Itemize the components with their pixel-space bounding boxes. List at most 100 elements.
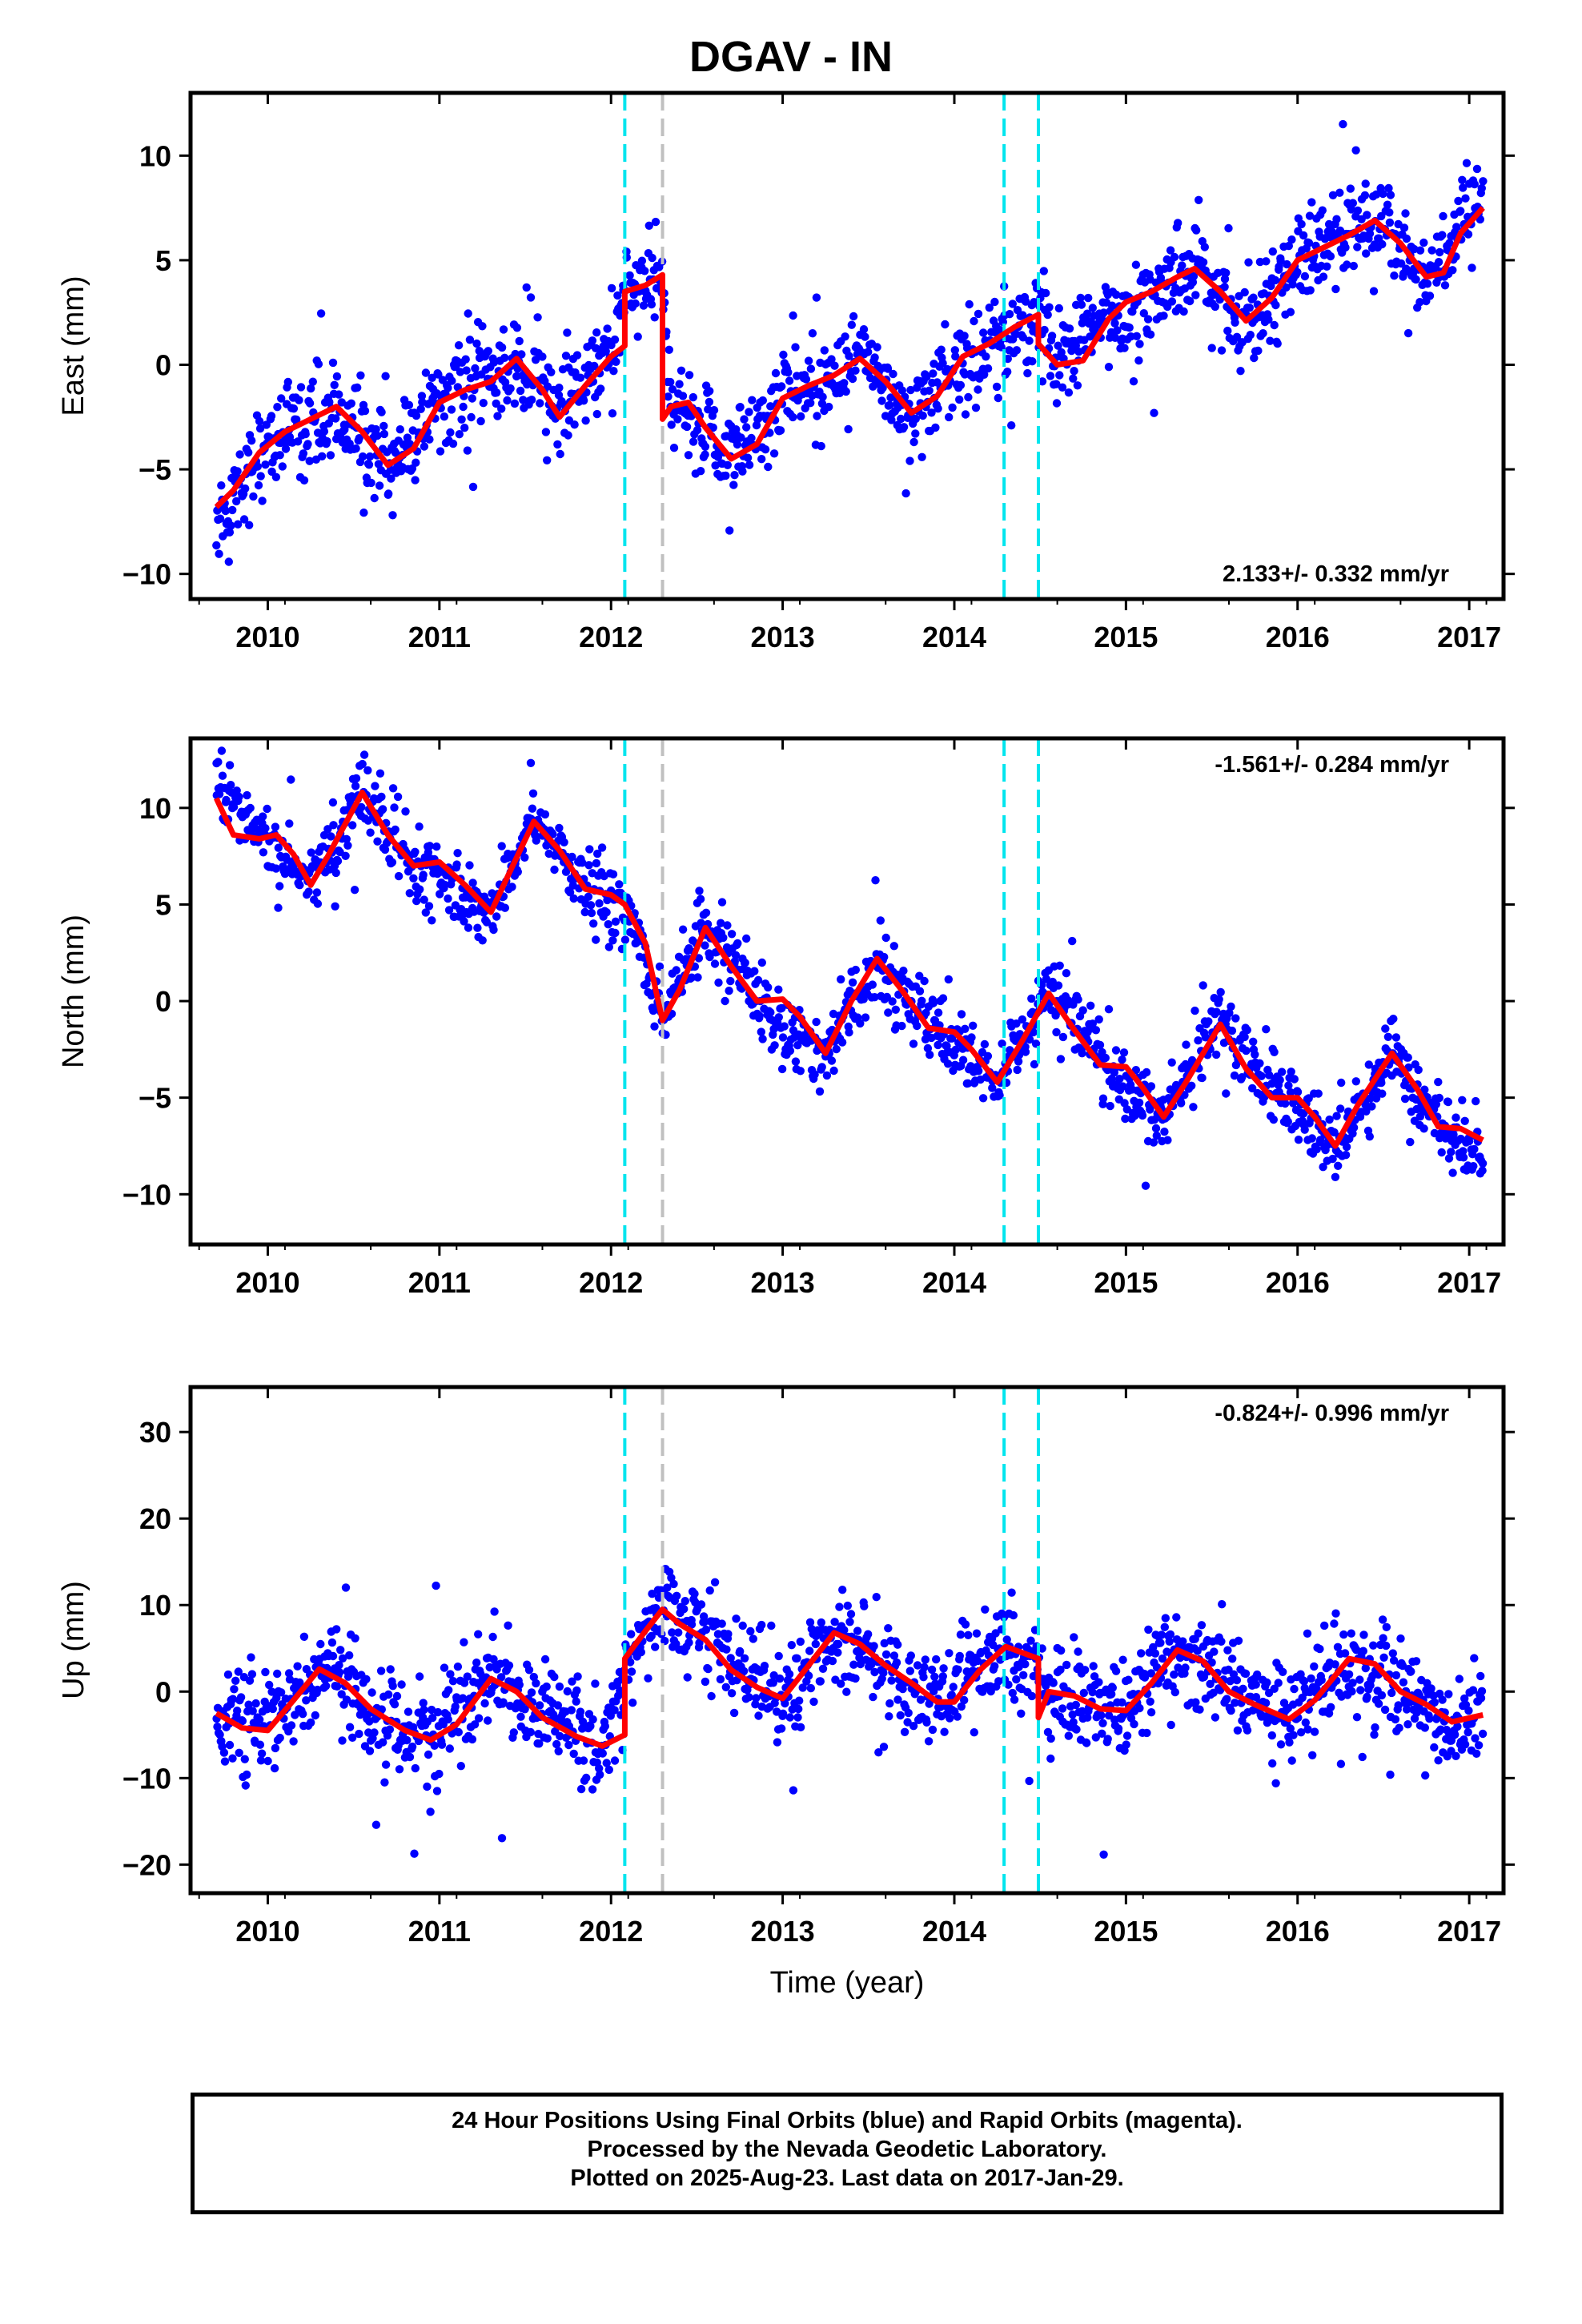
data-point: [1131, 260, 1141, 269]
data-point: [293, 1662, 302, 1671]
data-point: [1197, 1621, 1207, 1630]
data-point: [446, 1670, 455, 1679]
data-point: [1271, 1779, 1280, 1787]
data-point: [225, 1740, 235, 1750]
caption-line-1: 24 Hour Positions Using Final Orbits (bl…: [452, 2108, 1243, 2133]
data-point: [985, 304, 994, 312]
data-point: [873, 343, 881, 352]
x-tick-label: 2013: [751, 621, 815, 653]
data-point: [911, 414, 921, 424]
data-point: [1206, 1679, 1215, 1688]
data-point: [909, 1722, 918, 1731]
data-point: [593, 849, 602, 858]
data-point: [265, 1680, 274, 1690]
data-point: [978, 1094, 988, 1103]
data-point: [225, 528, 235, 537]
data-point: [357, 802, 366, 812]
data-point: [1167, 297, 1177, 306]
data-point: [742, 934, 751, 943]
data-point: [1352, 1646, 1361, 1655]
data-point: [773, 1707, 781, 1716]
data-point: [640, 267, 649, 275]
data-point: [794, 1704, 803, 1714]
data-point: [1058, 1032, 1068, 1042]
data-point: [1403, 1720, 1412, 1729]
data-point: [700, 1618, 709, 1626]
data-point: [1444, 1154, 1454, 1163]
data-point: [341, 1583, 351, 1592]
data-point: [627, 1667, 636, 1676]
data-point: [960, 1695, 969, 1705]
data-point: [275, 451, 284, 460]
data-point: [1307, 1674, 1315, 1683]
data-point: [1464, 230, 1473, 239]
data-point: [1425, 1714, 1434, 1723]
data-point: [444, 894, 452, 903]
data-point: [626, 1658, 635, 1667]
data-point: [1369, 1641, 1378, 1650]
data-point: [283, 377, 292, 387]
data-point: [217, 481, 226, 490]
data-point: [1386, 1770, 1395, 1779]
data-point: [841, 332, 849, 341]
data-point: [1353, 206, 1363, 215]
data-point: [588, 1715, 597, 1724]
data-point: [247, 1653, 255, 1662]
data-point: [519, 396, 528, 404]
data-point: [247, 715, 255, 723]
data-point: [996, 1655, 1005, 1664]
data-point: [458, 1694, 468, 1703]
data-point: [248, 1707, 257, 1715]
data-point: [705, 1586, 714, 1595]
data-point: [1452, 1751, 1460, 1760]
data-point: [381, 372, 390, 380]
data-point: [1004, 1680, 1013, 1689]
data-point: [1267, 281, 1275, 291]
data-point: [1236, 367, 1245, 376]
data-point: [673, 415, 682, 424]
data-point: [798, 1683, 807, 1692]
data-point: [273, 1669, 282, 1679]
data-point: [425, 435, 434, 444]
data-point: [1474, 1741, 1484, 1750]
x-tick-label: 2014: [922, 1266, 986, 1299]
data-point: [1385, 218, 1395, 227]
data-point: [672, 966, 681, 975]
data-point: [983, 1051, 993, 1061]
data-point: [457, 415, 466, 424]
data-point: [321, 1682, 331, 1691]
data-point: [597, 843, 607, 852]
data-point: [737, 433, 745, 442]
data-point: [410, 1849, 419, 1858]
data-point: [228, 1695, 238, 1703]
data-point: [1245, 304, 1255, 312]
data-point: [885, 1712, 893, 1721]
data-point: [1477, 1687, 1487, 1695]
data-point: [1088, 1019, 1098, 1028]
data-point: [1151, 1124, 1161, 1133]
data-point: [542, 1682, 551, 1691]
data-point: [1150, 1649, 1160, 1658]
data-point: [1451, 1730, 1460, 1739]
data-point: [1110, 319, 1119, 328]
data-point: [1471, 1734, 1480, 1743]
data-point: [958, 1055, 968, 1064]
data-point: [503, 396, 512, 405]
data-point: [891, 1005, 901, 1015]
data-point: [742, 423, 751, 432]
data-point: [1378, 1615, 1387, 1624]
data-point: [221, 506, 230, 516]
data-point: [454, 341, 464, 350]
data-point: [811, 1639, 820, 1649]
data-point: [231, 1676, 240, 1685]
data-point: [444, 384, 452, 392]
data-point: [1189, 1103, 1198, 1112]
data-point: [455, 430, 464, 439]
data-point: [1191, 1006, 1199, 1015]
data-point: [954, 1665, 962, 1674]
data-point: [461, 355, 470, 364]
data-point: [825, 402, 833, 412]
data-point: [941, 320, 950, 329]
data-point: [347, 399, 355, 408]
data-point: [584, 861, 593, 870]
